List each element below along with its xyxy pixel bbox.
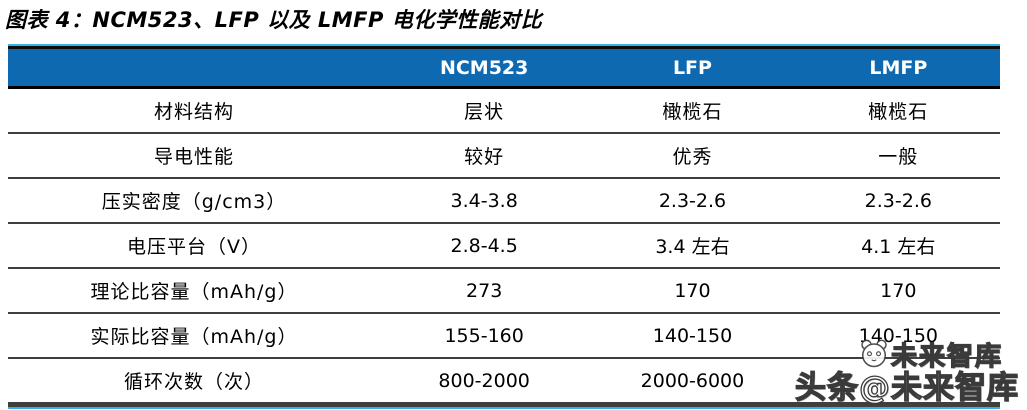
row-label: 导电性能 — [153, 146, 234, 168]
cell-value: 3.4-3.8 — [450, 189, 518, 212]
table-top-accent-line — [8, 44, 1000, 46]
header-cell-lmfp: LMFP — [869, 56, 928, 79]
watermark-small: 未来智库 — [859, 336, 1003, 373]
header-cell-ncm523: NCM523 — [439, 56, 529, 79]
table-row: 理论比容量（mAh/g） 273 170 170 — [8, 269, 1000, 314]
cell-value: 4.1 左右 — [861, 236, 936, 258]
table-bottom-dark-line — [8, 404, 1000, 407]
cell-value: 2.3-2.6 — [658, 189, 727, 212]
cell-value: 橄榄石 — [662, 101, 723, 123]
cell-value: 层状 — [464, 101, 505, 123]
row-label: 电压平台（V） — [127, 236, 261, 258]
cell-value: 一般 — [878, 146, 919, 168]
table-row: 循环次数（次） 800-2000 2000-6000 — [8, 359, 1000, 404]
cell-value: 170 — [880, 279, 917, 302]
cell-value: 2.8-4.5 — [450, 234, 518, 257]
row-label: 理论比容量（mAh/g） — [90, 281, 298, 303]
row-label: 循环次数（次） — [123, 371, 264, 393]
row-label: 材料结构 — [153, 101, 234, 123]
table-bottom-accent-line — [8, 407, 1000, 409]
cell-value: 140-150 — [652, 324, 733, 347]
watermark-small-text: 未来智库 — [890, 341, 1003, 372]
cell-value: 273 — [466, 279, 503, 302]
table-row: 实际比容量（mAh/g） 155-160 140-150 140-150 — [8, 314, 1000, 359]
table-top-dark-line — [8, 46, 1000, 49]
cell-value: 155-160 — [444, 324, 524, 347]
comparison-table: NCM523 LFP LMFP 材料结构 层状 橄榄石 橄榄石 导电性能 较好 … — [8, 44, 1000, 409]
cell-value: 800-2000 — [438, 369, 530, 392]
watermark-large: 头条@未来智库 — [794, 362, 1019, 407]
table-row: 电压平台（V） 2.8-4.5 3.4 左右 4.1 左右 — [8, 224, 1000, 269]
table-row: 压实密度（g/cm3） 3.4-3.8 2.3-2.6 2.3-2.6 — [8, 179, 1000, 224]
cell-value: 2.3-2.6 — [864, 189, 932, 212]
cell-value: 2000-6000 — [640, 369, 745, 392]
table-row: 导电性能 较好 优秀 一般 — [8, 134, 1000, 179]
panda-face-icon — [859, 338, 889, 372]
table-row: 材料结构 层状 橄榄石 橄榄石 — [8, 89, 1000, 134]
header-cell-lfp: LFP — [672, 56, 712, 79]
cell-value: 170 — [674, 279, 711, 302]
row-label: 压实密度（g/cm3） — [101, 191, 287, 213]
cell-value: 3.4 左右 — [655, 236, 730, 258]
table-header-row: NCM523 LFP LMFP — [8, 49, 1000, 89]
row-label: 实际比容量（mAh/g） — [90, 326, 298, 348]
cell-value: 橄榄石 — [868, 101, 929, 123]
cell-value: 优秀 — [672, 146, 713, 168]
cell-value: 较好 — [464, 146, 505, 168]
figure-title: 图表 4：NCM523、LFP 以及 LMFP 电化学性能对比 — [5, 8, 543, 32]
watermark-large-text: 头条@未来智库 — [794, 369, 1019, 406]
